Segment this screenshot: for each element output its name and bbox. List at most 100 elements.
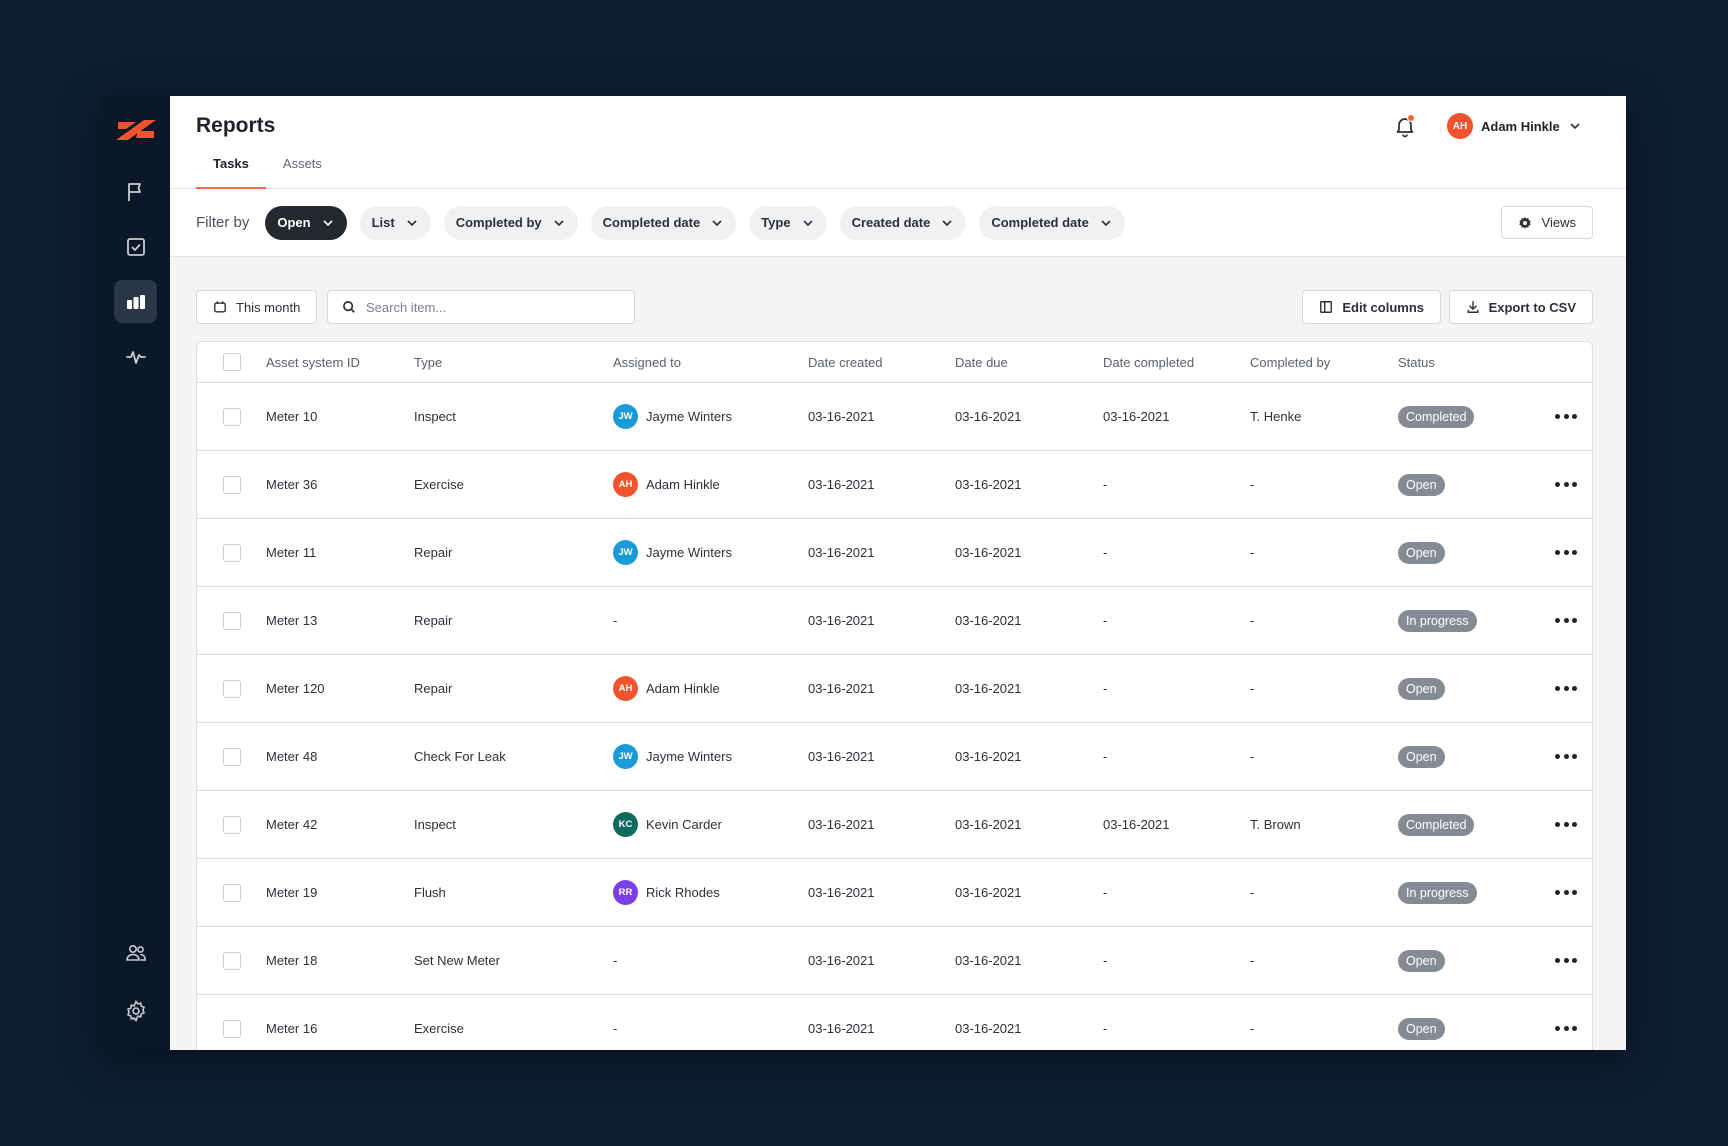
column-header[interactable]: Date created [808, 354, 883, 370]
sidebar-item-flags[interactable] [114, 170, 157, 213]
search-input[interactable] [366, 299, 606, 315]
status-cell: Open [1398, 745, 1445, 768]
more-options-icon[interactable] [1555, 750, 1577, 764]
row-checkbox[interactable] [223, 679, 241, 698]
row-checkbox[interactable] [223, 883, 241, 902]
more-options-icon[interactable] [1555, 410, 1577, 424]
table-row[interactable]: Meter 10 Inspect JW Jayme Winters 03-16-2021… [197, 383, 1592, 451]
cell-due: 03-16-2021 [955, 817, 1022, 832]
select-all-checkbox[interactable] [223, 353, 241, 371]
more-options-icon[interactable] [1555, 478, 1577, 492]
sidebar-item-settings[interactable] [114, 989, 157, 1032]
assignee-cell: AH Adam Hinkle [613, 472, 720, 497]
cell-completed: 03-16-2021 [1103, 409, 1170, 424]
chevron-down-icon [803, 219, 813, 226]
column-header[interactable]: Completed by [1250, 354, 1331, 370]
avatar: AH [613, 472, 638, 497]
more-options-icon[interactable] [1555, 886, 1577, 900]
table-row[interactable]: Meter 36 Exercise AH Adam Hinkle 03-16-2021 0… [197, 451, 1592, 519]
user-menu[interactable]: AH Adam Hinkle [1447, 113, 1582, 139]
sidebar-item-users[interactable] [114, 931, 157, 974]
filter-chip-type[interactable]: Type [749, 205, 827, 240]
column-header[interactable]: Date due [955, 354, 1008, 370]
chevron-down-icon [323, 219, 333, 226]
column-header[interactable]: Asset system ID [266, 354, 360, 370]
column-header[interactable]: Date completed [1103, 354, 1195, 370]
avatar: JW [613, 744, 638, 769]
assignee-name: Rick Rhodes [646, 885, 720, 900]
edit-columns-label: Edit columns [1342, 299, 1424, 315]
cell-created: 03-16-2021 [808, 681, 875, 696]
download-icon [1467, 301, 1479, 313]
filter-chip-completed-by[interactable]: Completed by [443, 205, 578, 240]
more-options-icon[interactable] [1555, 1022, 1577, 1036]
row-checkbox[interactable] [223, 543, 241, 562]
more-options-icon[interactable] [1555, 818, 1577, 832]
table-row[interactable]: Meter 48 Check For Leak JW Jayme Winters 03-… [197, 723, 1592, 791]
status-cell: Completed [1398, 405, 1475, 428]
filter-chip-created-date[interactable]: Created date [839, 205, 967, 240]
more-options-icon[interactable] [1555, 954, 1577, 968]
cell-type: Repair [414, 545, 453, 560]
sidebar-item-reports[interactable] [114, 280, 157, 323]
cell-type: Repair [414, 613, 453, 628]
more-options-icon[interactable] [1555, 546, 1577, 560]
table-row[interactable]: Meter 42 Inspect KC Kevin Carder 03-16-2021 0… [197, 791, 1592, 859]
row-checkbox[interactable] [223, 1019, 241, 1038]
cell-id: Meter 36 [266, 477, 318, 492]
cell-id: Meter 48 [266, 749, 318, 764]
filter-chip-list[interactable]: List [359, 205, 431, 240]
table-row[interactable]: Meter 120 Repair AH Adam Hinkle 03-16-2021 03… [197, 655, 1592, 723]
tab-tasks[interactable]: Tasks [196, 153, 266, 189]
status-cell: In progress [1398, 609, 1477, 632]
date-range-button[interactable]: This month [196, 290, 318, 324]
sidebar-item-tasks[interactable] [114, 225, 157, 268]
table-row[interactable]: Meter 18 Set New Meter - 03-16-2021 03-16-20… [197, 927, 1592, 995]
row-checkbox[interactable] [223, 475, 241, 494]
table-row[interactable]: Meter 13 Repair - 03-16-2021 03-16-2021 - - In … [197, 587, 1592, 655]
export-csv-button[interactable]: Export to CSV [1448, 290, 1593, 324]
assignee-name: Jayme Winters [646, 409, 732, 424]
filter-chip-completed-date[interactable]: Completed date [590, 205, 737, 240]
cell-assignee: - [613, 1021, 618, 1036]
row-checkbox[interactable] [223, 611, 241, 630]
status-badge: In progress [1398, 881, 1477, 904]
filter-chip-completed-date-2[interactable]: Completed date [979, 205, 1125, 240]
status-badge: Open [1398, 1017, 1445, 1040]
assignee-name: Kevin Carder [646, 817, 722, 832]
sidebar-item-activity[interactable] [114, 335, 157, 378]
tab-assets[interactable]: Assets [282, 156, 322, 171]
status-cell: Open [1398, 677, 1445, 700]
cell-completed-by: - [1250, 681, 1255, 696]
cell-due: 03-16-2021 [955, 545, 1022, 560]
views-button[interactable]: Views [1500, 206, 1593, 239]
cell-type: Inspect [414, 817, 456, 832]
cell-assignee: - [613, 953, 618, 968]
cell-completed-by: - [1250, 885, 1255, 900]
row-checkbox[interactable] [223, 747, 241, 766]
cell-completed: 03-16-2021 [1103, 817, 1170, 832]
row-checkbox[interactable] [223, 815, 241, 834]
more-options-icon[interactable] [1555, 614, 1577, 628]
row-checkbox[interactable] [223, 951, 241, 970]
filter-bar: Filter by Open List Completed by Complet… [170, 189, 1626, 257]
row-checkbox[interactable] [223, 407, 241, 426]
status-badge: Open [1398, 473, 1445, 496]
table-row[interactable]: Meter 19 Flush RR Rick Rhodes 03-16-2021 03-1… [197, 859, 1592, 927]
assignee-name: Adam Hinkle [646, 681, 720, 696]
notifications-button[interactable] [1393, 114, 1417, 138]
filter-chip-status[interactable]: Open [265, 205, 347, 240]
more-options-icon[interactable] [1555, 682, 1577, 696]
cell-created: 03-16-2021 [808, 613, 875, 628]
avatar: RR [613, 880, 638, 905]
brand-logo[interactable] [114, 118, 158, 142]
search-icon [343, 301, 355, 313]
column-header[interactable]: Assigned to [613, 354, 681, 370]
column-header[interactable]: Type [414, 354, 443, 370]
column-header[interactable]: Status [1398, 354, 1435, 370]
table-row[interactable]: Meter 11 Repair JW Jayme Winters 03-16-2021 0… [197, 519, 1592, 587]
cell-id: Meter 19 [266, 885, 318, 900]
table-row[interactable]: Meter 16 Exercise - 03-16-2021 03-16-2021 - - O… [197, 995, 1592, 1050]
edit-columns-button[interactable]: Edit columns [1302, 290, 1441, 324]
cell-created: 03-16-2021 [808, 1021, 875, 1036]
